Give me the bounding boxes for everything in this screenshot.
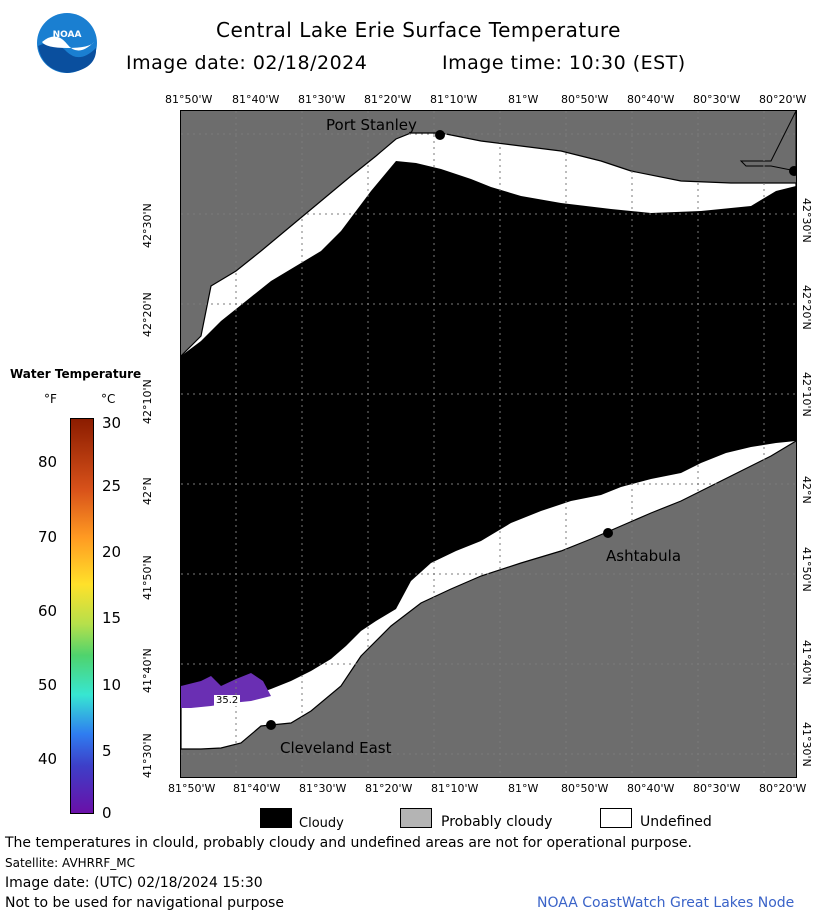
c-tick: 10 — [102, 676, 122, 694]
lon-label-bottom: 81°40'W — [233, 782, 281, 795]
land-notch — [739, 111, 796, 172]
key-swatch-cloudy — [260, 808, 292, 828]
map-title: Central Lake Erie Surface Temperature — [216, 18, 621, 42]
navigation-warning: Not to be used for navigational purpose — [5, 895, 284, 911]
lon-label-top: 81°10'W — [430, 93, 478, 106]
key-swatch-undefined — [600, 808, 632, 828]
temperature-colorbar — [70, 418, 94, 814]
place-label-ashtabula: Ashtabula — [606, 547, 682, 565]
lat-label-right: 42°30'N — [800, 198, 813, 243]
cleveland-east-marker — [266, 720, 276, 730]
lon-label-bottom: 81°50'W — [168, 782, 216, 795]
graticule — [181, 111, 796, 777]
c-tick: 25 — [102, 477, 122, 495]
lake-map-svg — [181, 111, 796, 777]
place-label-cleveland-east: Cleveland East — [280, 739, 392, 757]
f-tick: 40 — [38, 750, 58, 768]
lat-label-left: 41°50'N — [141, 555, 154, 600]
lon-label-bottom: 80°40'W — [627, 782, 675, 795]
lat-label-left: 42°10'N — [141, 379, 154, 424]
lon-label-top: 81°30'W — [298, 93, 346, 106]
lat-label-left: 42°30'N — [141, 203, 154, 248]
unit-celsius: °C — [101, 392, 116, 406]
lon-label-top: 81°20'W — [364, 93, 412, 106]
lon-label-bottom: 81°30'W — [299, 782, 347, 795]
f-tick: 80 — [38, 453, 58, 471]
credit-text: NOAA CoastWatch Great Lakes Node — [537, 895, 795, 911]
right-edge-marker — [789, 166, 796, 176]
key-label-undefined: Undefined — [640, 814, 712, 830]
c-tick: 0 — [102, 804, 112, 822]
f-tick: 70 — [38, 528, 58, 546]
lon-label-bottom: 80°20'W — [759, 782, 807, 795]
lat-label-right: 42°20'N — [800, 285, 813, 330]
place-label-port-stanley: Port Stanley — [326, 116, 417, 134]
lon-label-bottom: 80°30'W — [693, 782, 741, 795]
lon-label-top: 80°50'W — [561, 93, 609, 106]
lat-label-right: 41°30'N — [800, 722, 813, 767]
utc-date-text: Image date: (UTC) 02/18/2024 15:30 — [5, 875, 263, 891]
noaa-logo-icon: NOAA — [37, 13, 97, 73]
c-tick: 20 — [102, 543, 122, 561]
lon-label-bottom: 80°50'W — [561, 782, 609, 795]
temperature-value-label: 35.2 — [214, 695, 241, 706]
svg-text:NOAA: NOAA — [53, 30, 82, 40]
f-tick: 50 — [38, 676, 58, 694]
disclaimer-text: The temperatures in clould, probably clo… — [5, 835, 692, 851]
lat-label-right: 41°40'N — [800, 640, 813, 685]
ashtabula-marker — [603, 528, 613, 538]
lon-label-top: 81°40'W — [232, 93, 280, 106]
satellite-text: Satellite: AVHRRF_MC — [5, 856, 135, 870]
key-label-probably-cloudy: Probably cloudy — [441, 814, 553, 830]
legend-title: Water Temperature — [10, 367, 142, 381]
image-time: Image time: 10:30 (EST) — [442, 52, 686, 74]
lat-label-right: 42°N — [800, 476, 813, 504]
lon-label-top: 80°30'W — [693, 93, 741, 106]
c-tick: 30 — [102, 414, 122, 432]
noaa-logo: NOAA — [36, 12, 98, 74]
lat-label-left: 41°30'N — [141, 733, 154, 778]
lon-label-bottom: 81°10'W — [431, 782, 479, 795]
lake-map — [180, 110, 797, 778]
key-label-cloudy: Cloudy — [299, 816, 344, 831]
lat-label-left: 42°20'N — [141, 292, 154, 337]
lon-label-top: 81°50'W — [165, 93, 213, 106]
unit-fahrenheit: °F — [44, 392, 57, 406]
c-tick: 15 — [102, 609, 122, 627]
lon-label-top: 80°20'W — [759, 93, 807, 106]
lat-label-left: 42°N — [141, 477, 154, 505]
lat-label-left: 41°40'N — [141, 648, 154, 693]
lon-label-top: 80°40'W — [627, 93, 675, 106]
port-stanley-marker — [435, 130, 445, 140]
lon-label-top: 81°W — [508, 93, 539, 106]
lon-label-bottom: 81°20'W — [365, 782, 413, 795]
c-tick: 5 — [102, 742, 112, 760]
cloudy-area — [181, 161, 796, 701]
f-tick: 60 — [38, 602, 58, 620]
lat-label-right: 42°10'N — [800, 372, 813, 417]
cold-water-patch — [181, 673, 271, 708]
lat-label-right: 41°50'N — [800, 547, 813, 592]
key-swatch-probably-cloudy — [400, 808, 432, 828]
image-date: Image date: 02/18/2024 — [126, 52, 368, 74]
lon-label-bottom: 81°W — [508, 782, 539, 795]
